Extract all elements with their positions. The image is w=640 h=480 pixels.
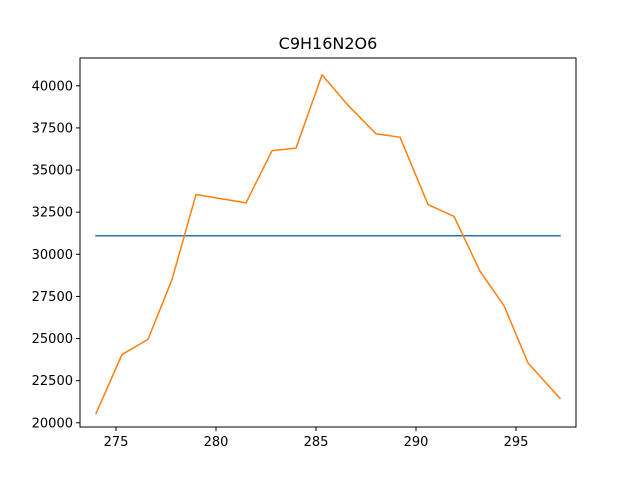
y-tick-label: 25000 <box>32 332 73 347</box>
y-axis-ticks: 20000 22500 25000 27500 30000 32500 35000 37500… <box>32 79 80 431</box>
x-tick-label: 295 <box>504 435 529 450</box>
plot-area-frame <box>79 57 577 428</box>
series-line-signal <box>95 74 562 415</box>
y-tick-label: 37500 <box>32 121 73 136</box>
y-tick-label: 27500 <box>32 290 73 305</box>
x-tick-label: 285 <box>304 435 329 450</box>
x-axis-ticks: 275 280 285 290 295 <box>104 427 529 450</box>
x-tick-label: 280 <box>204 435 229 450</box>
series-layer <box>95 74 562 415</box>
x-tick-label: 275 <box>104 435 129 450</box>
x-tick-label: 290 <box>404 435 429 450</box>
y-tick-label: 30000 <box>32 248 73 263</box>
chart-title: C9H16N2O6 <box>279 34 378 53</box>
y-tick-label: 22500 <box>32 374 73 389</box>
y-tick-label: 40000 <box>32 79 73 94</box>
y-tick-label: 32500 <box>32 206 73 221</box>
y-tick-label: 20000 <box>32 416 73 431</box>
y-tick-label: 35000 <box>32 164 73 179</box>
